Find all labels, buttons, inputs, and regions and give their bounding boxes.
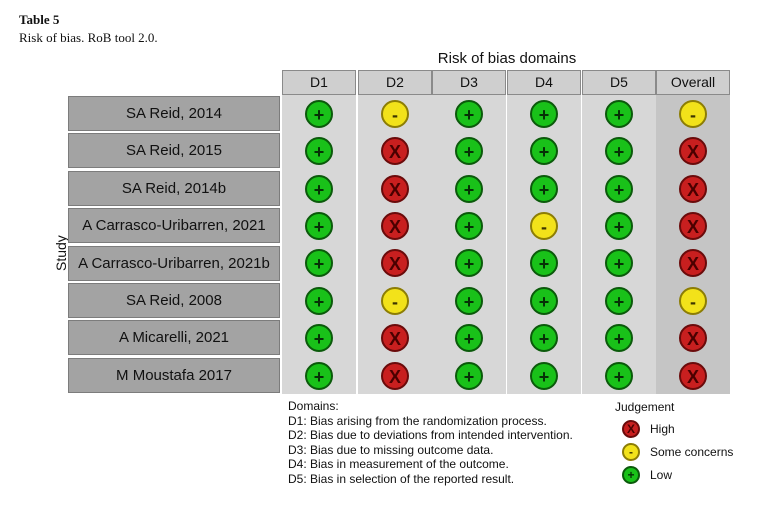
low-risk-icon: + — [605, 99, 633, 128]
domains-legend-title: Domains: — [288, 399, 339, 413]
judgement-legend-title: Judgement — [615, 400, 675, 414]
table-caption-subtitle: Risk of bias. RoB tool 2.0. — [19, 30, 158, 45]
low-risk-icon: + — [605, 211, 633, 240]
low-risk-icon: + — [305, 174, 333, 203]
study-row-label: SA Reid, 2015 — [68, 133, 280, 169]
high-risk-icon: X — [622, 420, 640, 438]
some-risk-icon: - — [381, 99, 409, 128]
high-risk-icon: X — [679, 249, 707, 278]
domain-legend-item: D3: Bias due to missing outcome data. — [288, 442, 494, 457]
domain-legend-item: D5: Bias in selection of the reported re… — [288, 471, 515, 486]
column-header: D1 — [282, 70, 356, 95]
domain-legend-item: D2: Bias due to deviations from intended… — [288, 428, 573, 442]
low-risk-icon: + — [530, 361, 558, 390]
low-risk-icon: + — [622, 466, 640, 484]
some-risk-icon: - — [530, 211, 558, 240]
low-risk-icon: + — [455, 211, 483, 240]
study-row-label: M Moustafa 2017 — [68, 357, 280, 393]
low-risk-icon: + — [455, 361, 483, 390]
high-risk-icon: X — [679, 324, 707, 353]
low-risk-icon: + — [305, 249, 333, 278]
low-risk-icon: + — [455, 99, 483, 128]
study-row-label: SA Reid, 2008 — [68, 283, 280, 318]
low-risk-icon: + — [455, 286, 483, 315]
low-risk-icon: + — [455, 137, 483, 166]
judgement-legend-high: High — [650, 422, 675, 436]
high-risk-icon: X — [381, 324, 409, 353]
domains-header: Risk of bias domains — [437, 50, 577, 67]
table-caption-title: Table 5 — [19, 12, 60, 27]
low-risk-icon: + — [455, 249, 483, 278]
low-risk-icon: + — [305, 211, 333, 240]
low-risk-icon: + — [530, 137, 558, 166]
low-risk-icon: + — [605, 137, 633, 166]
domain-legend-item: D1: Bias arising from the randomization … — [288, 413, 547, 428]
study-row-label: A Carrasco-Uribarren, 2021 — [68, 208, 280, 244]
column-header: D2 — [358, 70, 432, 95]
column-header: D3 — [432, 70, 506, 95]
low-risk-icon: + — [305, 361, 333, 390]
some-risk-icon: - — [679, 99, 707, 128]
judgement-legend-low: Low — [650, 468, 673, 482]
low-risk-icon: + — [530, 174, 558, 203]
domain-legend-item: D4: Bias in measurement of the outcome. — [288, 457, 509, 471]
high-risk-icon: X — [679, 211, 707, 240]
column-header: D4 — [507, 70, 581, 95]
study-row-label: A Micarelli, 2021 — [68, 320, 280, 356]
column-header: Overall — [656, 70, 730, 95]
low-risk-icon: + — [605, 174, 633, 203]
low-risk-icon: + — [530, 324, 558, 353]
high-risk-icon: X — [679, 174, 707, 203]
low-risk-icon: + — [305, 286, 333, 315]
high-risk-icon: X — [679, 137, 707, 166]
low-risk-icon: + — [530, 99, 558, 128]
judgement-legend-some: Some concerns — [650, 445, 734, 459]
domains-legend: Domains: D1: Bias arising from the rando… — [288, 399, 573, 486]
low-risk-icon: + — [605, 286, 633, 315]
low-risk-icon: + — [605, 324, 633, 353]
low-risk-icon: + — [455, 174, 483, 203]
some-risk-icon: - — [679, 286, 707, 315]
study-row-label: A Carrasco-Uribarren, 2021b — [68, 245, 280, 281]
high-risk-icon: X — [381, 174, 409, 203]
high-risk-icon: X — [381, 211, 409, 240]
low-risk-icon: + — [530, 249, 558, 278]
low-risk-icon: + — [305, 137, 333, 166]
study-axis-label: Study — [53, 235, 69, 271]
high-risk-icon: X — [381, 249, 409, 278]
low-risk-icon: + — [455, 324, 483, 353]
high-risk-icon: X — [381, 361, 409, 390]
low-risk-icon: + — [530, 286, 558, 315]
some-risk-icon: - — [381, 286, 409, 315]
study-row-label: SA Reid, 2014b — [68, 170, 280, 206]
some-concerns-icon: - — [622, 443, 640, 461]
low-risk-icon: + — [305, 99, 333, 128]
high-risk-icon: X — [381, 137, 409, 166]
column-header: D5 — [582, 70, 656, 95]
low-risk-icon: + — [605, 361, 633, 390]
low-risk-icon: + — [605, 249, 633, 278]
study-row-label: SA Reid, 2014 — [68, 96, 280, 131]
high-risk-icon: X — [679, 361, 707, 390]
low-risk-icon: + — [305, 324, 333, 353]
